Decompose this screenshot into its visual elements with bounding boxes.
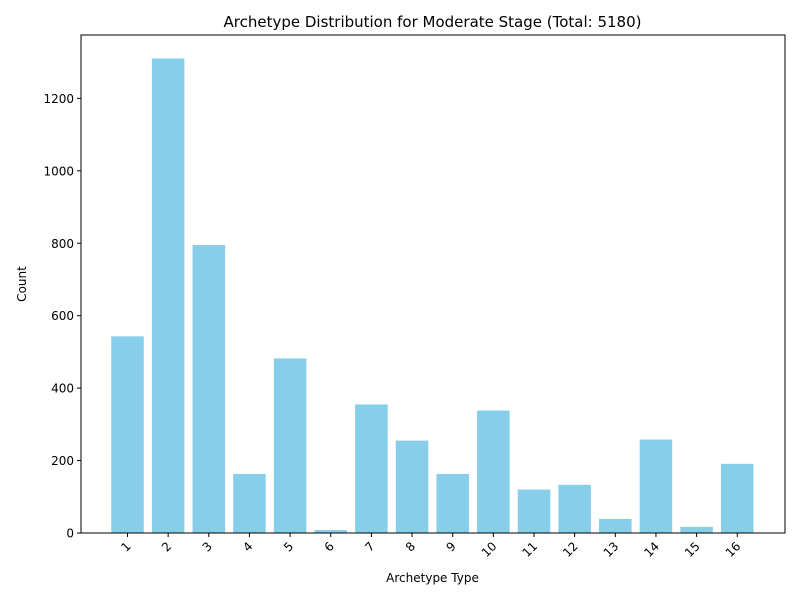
x-tick-label: 10 <box>479 539 500 560</box>
x-axis-label: Archetype Type <box>386 571 479 585</box>
bars-group <box>111 58 754 533</box>
bar-8 <box>395 440 429 533</box>
bar-12 <box>558 484 591 533</box>
y-tick-label: 200 <box>51 454 74 468</box>
x-tick-label: 16 <box>723 539 744 560</box>
x-tick-label: 12 <box>560 539 581 560</box>
x-tick-label: 14 <box>641 539 662 560</box>
x-tick-label: 7 <box>362 539 377 554</box>
y-tick-label: 800 <box>51 237 74 251</box>
x-tick-label: 1 <box>118 539 133 554</box>
chart-title: Archetype Distribution for Moderate Stag… <box>224 13 642 31</box>
bar-4 <box>233 473 266 533</box>
x-tick-label: 4 <box>240 539 255 554</box>
bar-6 <box>314 530 347 533</box>
x-tick-label: 5 <box>281 539 296 554</box>
bar-5 <box>273 358 307 533</box>
y-axis-ticks: 0 200 400 600 800 1000 1200 <box>43 92 81 541</box>
bar-2 <box>151 58 185 533</box>
bar-1 <box>111 336 144 533</box>
bar-10 <box>477 410 510 533</box>
x-tick-label: 13 <box>601 539 622 560</box>
y-tick-label: 0 <box>66 527 74 541</box>
plot-frame <box>80 34 786 534</box>
y-axis-label: Count <box>15 266 29 302</box>
x-tick-label: 11 <box>519 539 540 560</box>
bar-15 <box>680 526 713 533</box>
x-tick-label: 8 <box>403 539 418 554</box>
x-tick-label: 15 <box>682 539 703 560</box>
bar-9 <box>436 473 469 533</box>
bar-7 <box>355 404 388 533</box>
x-tick-label: 2 <box>159 539 174 554</box>
x-tick-label: 6 <box>322 539 337 554</box>
x-axis-ticks: 1 2 3 4 5 6 7 8 9 10 11 12 13 14 15 16 <box>118 533 743 560</box>
y-tick-label: 400 <box>51 382 74 396</box>
bar-16 <box>721 463 754 533</box>
x-tick-label: 3 <box>200 539 215 554</box>
bar-14 <box>639 439 673 533</box>
y-tick-label: 1200 <box>43 92 74 106</box>
y-tick-label: 600 <box>51 309 74 323</box>
x-tick-label: 9 <box>444 539 459 554</box>
bar-3 <box>192 245 226 533</box>
bar-13 <box>599 518 632 533</box>
y-tick-label: 1000 <box>43 164 74 178</box>
bar-11 <box>517 489 551 533</box>
